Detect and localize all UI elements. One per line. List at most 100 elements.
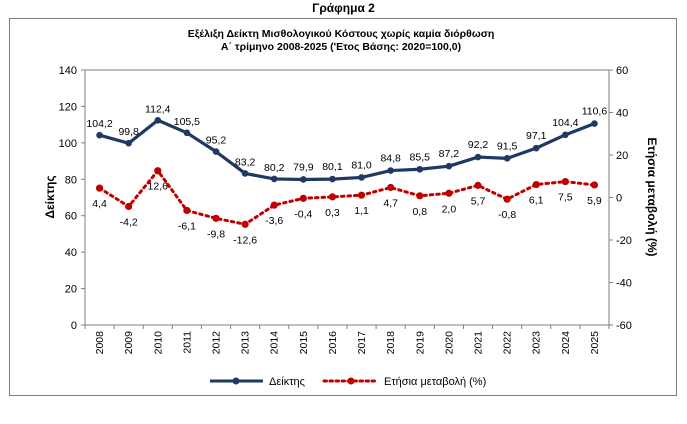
y-tick-label: 80: [65, 174, 77, 186]
legend-marker-change: [347, 377, 355, 385]
x-tick-label: 2018: [385, 331, 397, 355]
x-tick-label: 2017: [356, 331, 368, 355]
legend-marker-index: [232, 377, 240, 385]
x-tick-label: 2019: [414, 331, 426, 355]
change-point: [241, 220, 249, 228]
legend-label-index: Δείκτης: [269, 376, 305, 388]
change-point: [154, 167, 162, 175]
index-data-label: 87,2: [439, 148, 460, 160]
chart-title-line2: Α΄ τρίμηνο 2008-2025 ('Ετος Βάσης: 2020=…: [221, 41, 461, 53]
x-tick-label: 2012: [211, 331, 223, 355]
x-tick-label: 2021: [473, 331, 485, 355]
index-point: [591, 120, 598, 127]
change-point: [561, 177, 569, 186]
index-data-label: 112,4: [145, 103, 171, 115]
x-tick-label: 2025: [589, 331, 601, 355]
change-data-label: 4,7: [383, 198, 398, 210]
change-data-label: 0,3: [325, 207, 340, 219]
index-data-label: 104,2: [86, 118, 112, 130]
index-data-label: 84,8: [380, 153, 401, 165]
y2-tick-label: 20: [616, 150, 628, 162]
x-tick-label: 2022: [502, 331, 514, 355]
x-tick-label: 2020: [443, 331, 455, 355]
change-point: [445, 189, 453, 197]
change-point: [503, 195, 511, 203]
x-tick-label: 2023: [531, 331, 543, 355]
change-point: [590, 181, 599, 189]
index-data-label: 97,1: [526, 130, 547, 142]
chart-title-line1: Εξέλιξη Δείκτη Μισθολογικού Κόστους χωρί…: [188, 28, 495, 40]
index-point: [445, 162, 453, 170]
index-data-label: 105,5: [174, 116, 200, 128]
change-data-label: -0,4: [294, 208, 312, 220]
chart-frame: [9, 18, 677, 396]
index-point: [270, 175, 278, 183]
index-data-label: 99,8: [118, 126, 139, 138]
change-data-label: 4,4: [92, 198, 107, 210]
y-tick-label: 60: [65, 211, 77, 223]
x-tick-label: 2015: [298, 331, 310, 355]
index-data-label: 80,2: [264, 162, 285, 174]
change-data-label: 0,8: [412, 206, 427, 218]
index-point: [503, 155, 511, 162]
y-axis-label: Δείκτης: [43, 175, 57, 218]
change-point: [474, 181, 482, 189]
index-point: [474, 153, 482, 161]
change-point: [183, 206, 191, 215]
y2-tick-label: 60: [616, 65, 628, 77]
x-tick-label: 2024: [560, 331, 572, 355]
change-data-label: -4,2: [120, 216, 138, 228]
index-point: [212, 148, 220, 155]
y-tick-label: 100: [59, 138, 77, 150]
legend: Δείκτης Ετήσια μεταβολή (%): [210, 376, 486, 388]
y-tick-label: 120: [59, 101, 77, 113]
y2-tick-label: -60: [616, 320, 632, 332]
index-point: [154, 116, 162, 124]
index-data-label: 91,5: [497, 140, 518, 152]
index-point: [329, 175, 336, 183]
change-point: [532, 180, 540, 189]
change-point: [416, 192, 424, 200]
change-point: [357, 191, 366, 199]
index-point: [125, 139, 132, 147]
change-data-label: 5,7: [471, 195, 486, 207]
index-data-label: 79,9: [293, 161, 314, 173]
y2-tick-label: 40: [616, 108, 628, 120]
change-point: [270, 201, 278, 209]
series-change-line: [98, 168, 596, 226]
index-data-label: 83,2: [235, 156, 256, 168]
index-data-label: 85,5: [410, 151, 431, 163]
change-data-label: 5,9: [587, 195, 602, 207]
index-point: [532, 144, 540, 152]
change-data-label: -6,1: [178, 220, 196, 232]
x-tick-label: 2010: [152, 331, 164, 355]
index-data-label: 81,0: [351, 159, 372, 171]
change-data-label: 6,1: [529, 195, 544, 207]
y2-tick-label: -20: [616, 235, 632, 247]
x-tick-label: 2014: [269, 331, 281, 355]
legend-label-change: Ετήσια μεταβολή (%): [384, 376, 486, 388]
y-tick-label: 140: [59, 65, 77, 77]
change-point: [299, 194, 307, 202]
x-tick-label: 2009: [123, 331, 135, 355]
x-tick-label: 2013: [240, 331, 252, 355]
index-point: [300, 176, 307, 183]
change-point: [328, 193, 337, 201]
y2-axis-label: Ετήσια μεταβολή (%): [645, 137, 659, 256]
index-point: [562, 131, 569, 139]
change-data-label: 12,6: [148, 181, 169, 193]
change-point: [387, 183, 395, 192]
index-point: [416, 165, 424, 173]
y-tick-label: 0: [71, 320, 77, 332]
y-tick-label: 20: [65, 284, 77, 296]
index-point: [387, 167, 394, 174]
change-data-label: -3,6: [265, 215, 283, 227]
change-point: [125, 202, 133, 211]
index-data-label: 110,6: [582, 106, 608, 118]
series-index-line: [99, 118, 596, 182]
change-data-label: 1,1: [354, 205, 369, 217]
change-data-label: -12,6: [233, 234, 257, 246]
index-data-label: 95,2: [206, 135, 227, 147]
y2-tick-label: -40: [616, 278, 632, 290]
index-point: [183, 129, 191, 137]
